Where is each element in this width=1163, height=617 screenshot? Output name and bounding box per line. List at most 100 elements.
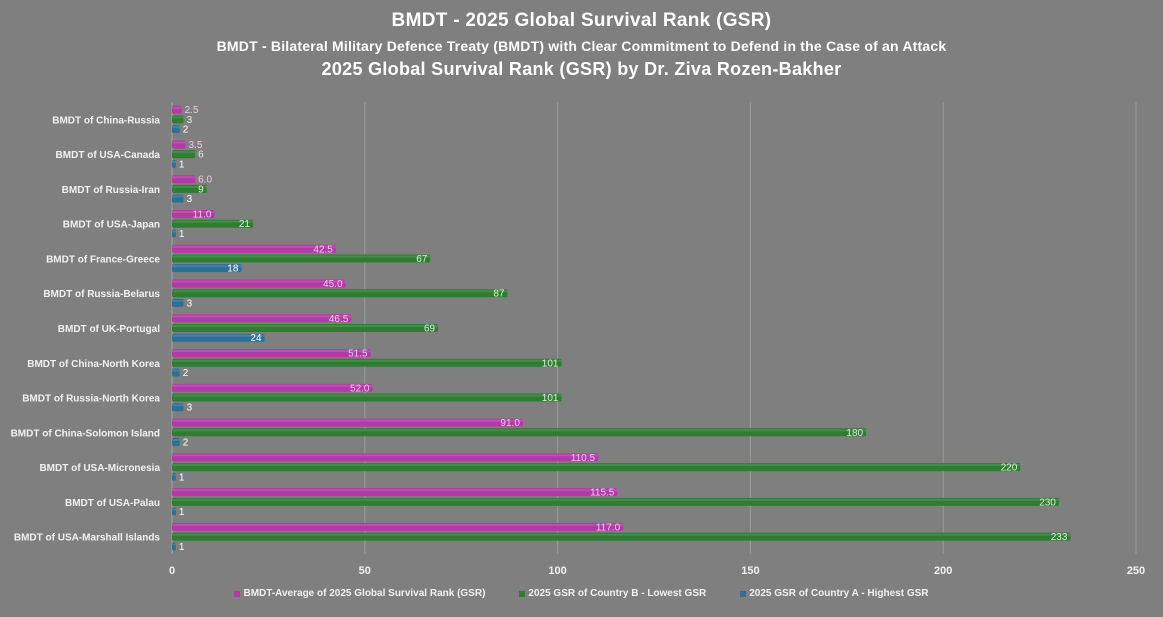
bar-highlight [172, 299, 184, 302]
bar [172, 140, 186, 149]
bar-highlight [172, 151, 196, 154]
data-label: 180 [846, 428, 863, 439]
bar [172, 115, 184, 124]
data-label: 6.0 [198, 175, 212, 186]
bar [172, 532, 1071, 541]
bar [172, 383, 373, 392]
bar [172, 438, 180, 447]
bar [172, 463, 1021, 472]
data-label: 101 [542, 393, 559, 404]
x-tick-label: 100 [548, 565, 566, 577]
bar-highlight [172, 359, 562, 362]
bar [172, 472, 176, 481]
bar-highlight [172, 116, 184, 119]
x-tick-label: 200 [934, 565, 952, 577]
bar-highlight [172, 315, 352, 318]
data-label: 9 [198, 184, 204, 195]
bar-highlight [172, 160, 176, 163]
data-label: 42.5 [313, 244, 333, 255]
category-label: BMDT of USA-Marshall Islands [14, 533, 161, 544]
bar-highlight [172, 325, 439, 327]
bar [172, 428, 867, 437]
bar [172, 289, 508, 298]
legend-label-country-b: 2025 GSR of Country B - Lowest GSR [528, 588, 707, 599]
data-label: 2 [183, 368, 189, 379]
bar-highlight [172, 464, 1021, 467]
x-tick-label: 50 [359, 565, 371, 577]
bar [172, 159, 176, 168]
data-label: 2 [183, 125, 189, 136]
legend-swatch-country-a [740, 590, 747, 597]
bar-highlight [172, 106, 182, 109]
bar [172, 403, 184, 412]
bar [172, 488, 618, 497]
bar [172, 298, 184, 307]
data-label: 21 [239, 219, 251, 230]
bar-highlight [172, 176, 196, 179]
data-label: 230 [1039, 497, 1056, 508]
bar-highlight [172, 220, 253, 223]
data-label: 220 [1001, 463, 1018, 474]
bar [172, 254, 431, 263]
bar [172, 244, 336, 253]
chart-title: BMDT - 2025 Global Survival Rank (GSR) [391, 10, 772, 31]
bar-highlight [172, 290, 508, 293]
bar [172, 393, 562, 402]
chart-legend: BMDT-Average of 2025 Global Survival Ran… [0, 588, 1163, 599]
data-label: 69 [424, 324, 436, 335]
data-label: 110.5 [571, 453, 596, 464]
x-tick-label: 0 [169, 565, 175, 577]
data-label: 115.5 [590, 488, 615, 499]
bar-highlight [172, 255, 431, 258]
bar [172, 125, 180, 134]
data-label: 2 [183, 438, 189, 449]
category-label: BMDT of France-Greece [46, 254, 160, 265]
legend-swatch-average [234, 590, 241, 597]
bar-highlight [172, 543, 176, 546]
category-label: BMDT of China-Russia [52, 115, 160, 126]
bar [172, 184, 207, 193]
data-label: 6 [198, 150, 204, 161]
bar [172, 105, 182, 114]
bar-highlight [172, 369, 180, 372]
bar-highlight [172, 394, 562, 397]
x-tick-label: 150 [741, 565, 759, 577]
data-label: 1 [179, 159, 185, 170]
bar-highlight [172, 141, 186, 144]
bar-highlight [172, 265, 242, 268]
data-label: 91.0 [500, 418, 520, 429]
bar-highlight [172, 384, 373, 387]
data-label: 3 [187, 298, 193, 309]
legend-label-country-a: 2025 GSR of Country A - Highest GSR [749, 588, 929, 599]
category-label: BMDT of China-Solomon Island [11, 428, 160, 439]
bar-highlight [172, 245, 336, 248]
category-label: BMDT of Russia-North Korea [22, 394, 160, 405]
bar-highlight [172, 419, 523, 422]
bar-highlight [172, 126, 180, 129]
category-label: BMDT of Russia-Iran [62, 185, 160, 196]
bar-highlight [172, 498, 1059, 501]
bar [172, 175, 196, 184]
data-label: 1 [179, 229, 185, 240]
bar [172, 279, 346, 288]
data-label: 45.0 [323, 279, 343, 290]
bar-highlight [172, 350, 371, 353]
legend-item-average: BMDT-Average of 2025 Global Survival Ran… [234, 588, 485, 599]
category-label: BMDT of USA-Japan [63, 220, 160, 231]
bar-highlight [172, 533, 1071, 536]
bar [172, 209, 215, 218]
data-label: 18 [227, 264, 239, 275]
bar-highlight [172, 404, 184, 407]
chart-subtitle: BMDT - Bilateral Military Defence Treaty… [216, 38, 947, 54]
bar [172, 194, 184, 203]
bar-highlight [172, 523, 624, 526]
bar-highlight [172, 473, 176, 476]
legend-label-average: BMDT-Average of 2025 Global Survival Ran… [243, 588, 486, 599]
bar [172, 358, 562, 367]
bar-highlight [172, 185, 207, 188]
category-label: BMDT of UK-Portugal [58, 324, 160, 335]
bar [172, 368, 180, 377]
bar [172, 349, 371, 358]
category-label: BMDT of USA-Canada [56, 150, 161, 161]
